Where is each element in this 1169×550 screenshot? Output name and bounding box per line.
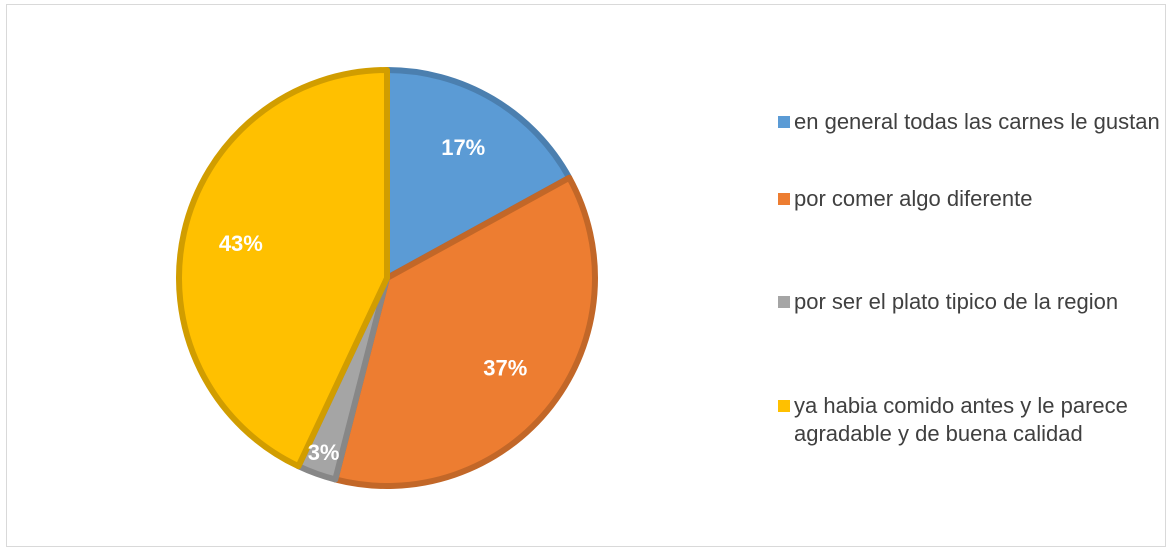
data-label: 17% (441, 135, 485, 160)
legend-swatch (778, 193, 790, 205)
data-label: 43% (219, 231, 263, 256)
data-label: 3% (308, 440, 340, 465)
legend-swatch (778, 296, 790, 308)
chart-frame (6, 4, 1166, 547)
pie-slice (176, 67, 390, 470)
legend-swatch (778, 116, 790, 128)
legend-label: por comer algo diferente (794, 186, 1033, 211)
pie-slice (332, 174, 598, 489)
data-label: 37% (483, 356, 527, 381)
legend-swatch (778, 400, 790, 412)
legend-label: ya habia comido antes y le parece agrada… (794, 393, 1128, 446)
legend-item: en general todas las carnes le gustan (778, 108, 1163, 136)
pie-slice (384, 67, 573, 281)
legend-label: en general todas las carnes le gustan (794, 109, 1160, 134)
legend-item: por comer algo diferente (778, 185, 1163, 213)
legend-item: por ser el plato tipico de la region (778, 288, 1163, 316)
legend-label: por ser el plato tipico de la region (794, 289, 1119, 314)
legend-item: ya habia comido antes y le parece agrada… (778, 392, 1163, 448)
